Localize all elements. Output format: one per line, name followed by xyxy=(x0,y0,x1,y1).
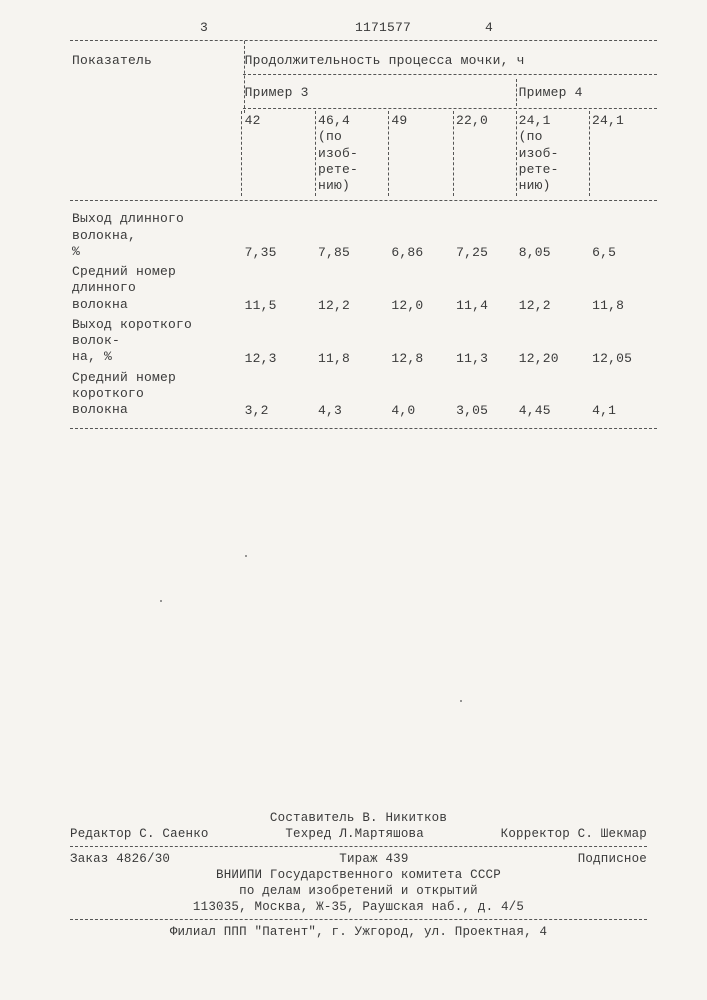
cell-value: 11,4 xyxy=(454,262,517,315)
row-label: Выход короткого волок- на, % xyxy=(70,315,243,368)
cell-value: 12,2 xyxy=(517,262,590,315)
org-line-2: по делам изобретений и открытий xyxy=(70,883,647,899)
cell-value: 4,45 xyxy=(517,368,590,421)
col-header-5: 24,1 xyxy=(592,113,624,128)
speck xyxy=(245,555,247,557)
filial-line: Филиал ППП "Патент", г. Ужгород, ул. Про… xyxy=(70,924,647,940)
cell-value: 12,2 xyxy=(316,262,389,315)
col-header-3: 22,0 xyxy=(456,113,488,128)
cell-value: 4,0 xyxy=(389,368,454,421)
col-header-2: 49 xyxy=(391,113,407,128)
cell-value: 6,5 xyxy=(590,209,657,262)
col-header-0: 42 xyxy=(245,113,261,128)
top-page-numbers: 3 1171577 4 xyxy=(70,20,657,38)
cell-value: 12,20 xyxy=(517,315,590,368)
tirage-label: Тираж 439 xyxy=(339,852,408,866)
example3-label: Пример 3 xyxy=(245,85,309,100)
cell-value: 8,05 xyxy=(517,209,590,262)
cell-value: 12,3 xyxy=(243,315,316,368)
duration-header: Продолжительность процесса мочки, ч xyxy=(245,53,525,68)
indicator-header: Показатель xyxy=(72,53,152,68)
speck xyxy=(460,700,462,702)
row-label: Средний номер короткого волокна xyxy=(70,368,243,421)
body-end-divider xyxy=(70,428,657,429)
address-line: 113035, Москва, Ж-35, Раушская наб., д. … xyxy=(70,899,647,915)
header-body-divider xyxy=(70,200,657,201)
col-header-4: 24,1 (по изоб- рете- нию) xyxy=(519,113,559,193)
col-header-1: 46,4 (по изоб- рете- нию) xyxy=(318,113,358,193)
cell-value: 11,3 xyxy=(454,315,517,368)
techred-label: Техред Л.Мартяшова xyxy=(285,827,424,841)
page-num-right: 4 xyxy=(485,20,493,35)
table-row: Выход короткого волок- на, %12,311,812,8… xyxy=(70,315,657,368)
row-label: Средний номер длинного волокна xyxy=(70,262,243,315)
footer-divider-1 xyxy=(70,846,647,847)
top-divider xyxy=(70,40,657,41)
compiler-line: Составитель В. Никитков xyxy=(70,810,647,826)
cell-value: 12,05 xyxy=(590,315,657,368)
editor-label: Редактор С. Саенко xyxy=(70,827,209,841)
table-row: Средний номер короткого волокна3,24,34,0… xyxy=(70,368,657,421)
doc-number: 1171577 xyxy=(355,20,411,35)
cell-value: 12,0 xyxy=(389,262,454,315)
cell-value: 12,8 xyxy=(389,315,454,368)
cell-value: 11,8 xyxy=(590,262,657,315)
subscription-label: Подписное xyxy=(578,852,647,866)
footer-block: Составитель В. Никитков Редактор С. Саен… xyxy=(70,810,647,940)
org-line-1: ВНИИПИ Государственного комитета СССР xyxy=(70,867,647,883)
table-row: Средний номер длинного волокна11,512,212… xyxy=(70,262,657,315)
page: 3 1171577 4 Показатель Продолжительность… xyxy=(0,0,707,1000)
cell-value: 6,86 xyxy=(389,209,454,262)
footer-divider-2 xyxy=(70,919,647,920)
cell-value: 4,1 xyxy=(590,368,657,421)
speck xyxy=(160,600,162,602)
cell-value: 7,35 xyxy=(243,209,316,262)
cell-value: 7,25 xyxy=(454,209,517,262)
corrector-label: Корректор С. Шекмар xyxy=(501,827,647,841)
cell-value: 7,85 xyxy=(316,209,389,262)
page-num-left: 3 xyxy=(200,20,208,35)
example4-label: Пример 4 xyxy=(519,85,583,100)
cell-value: 3,05 xyxy=(454,368,517,421)
table-row: Выход длинного волокна, %7,357,856,867,2… xyxy=(70,209,657,262)
cell-value: 11,5 xyxy=(243,262,316,315)
cell-value: 11,8 xyxy=(316,315,389,368)
cell-value: 4,3 xyxy=(316,368,389,421)
table-header-block: Показатель Продолжительность процесса мо… xyxy=(70,43,657,196)
header-table: Показатель Продолжительность процесса мо… xyxy=(70,43,657,196)
row-label: Выход длинного волокна, % xyxy=(70,209,243,262)
order-label: Заказ 4826/30 xyxy=(70,852,170,866)
data-table: Выход длинного волокна, %7,357,856,867,2… xyxy=(70,209,657,420)
cell-value: 3,2 xyxy=(243,368,316,421)
